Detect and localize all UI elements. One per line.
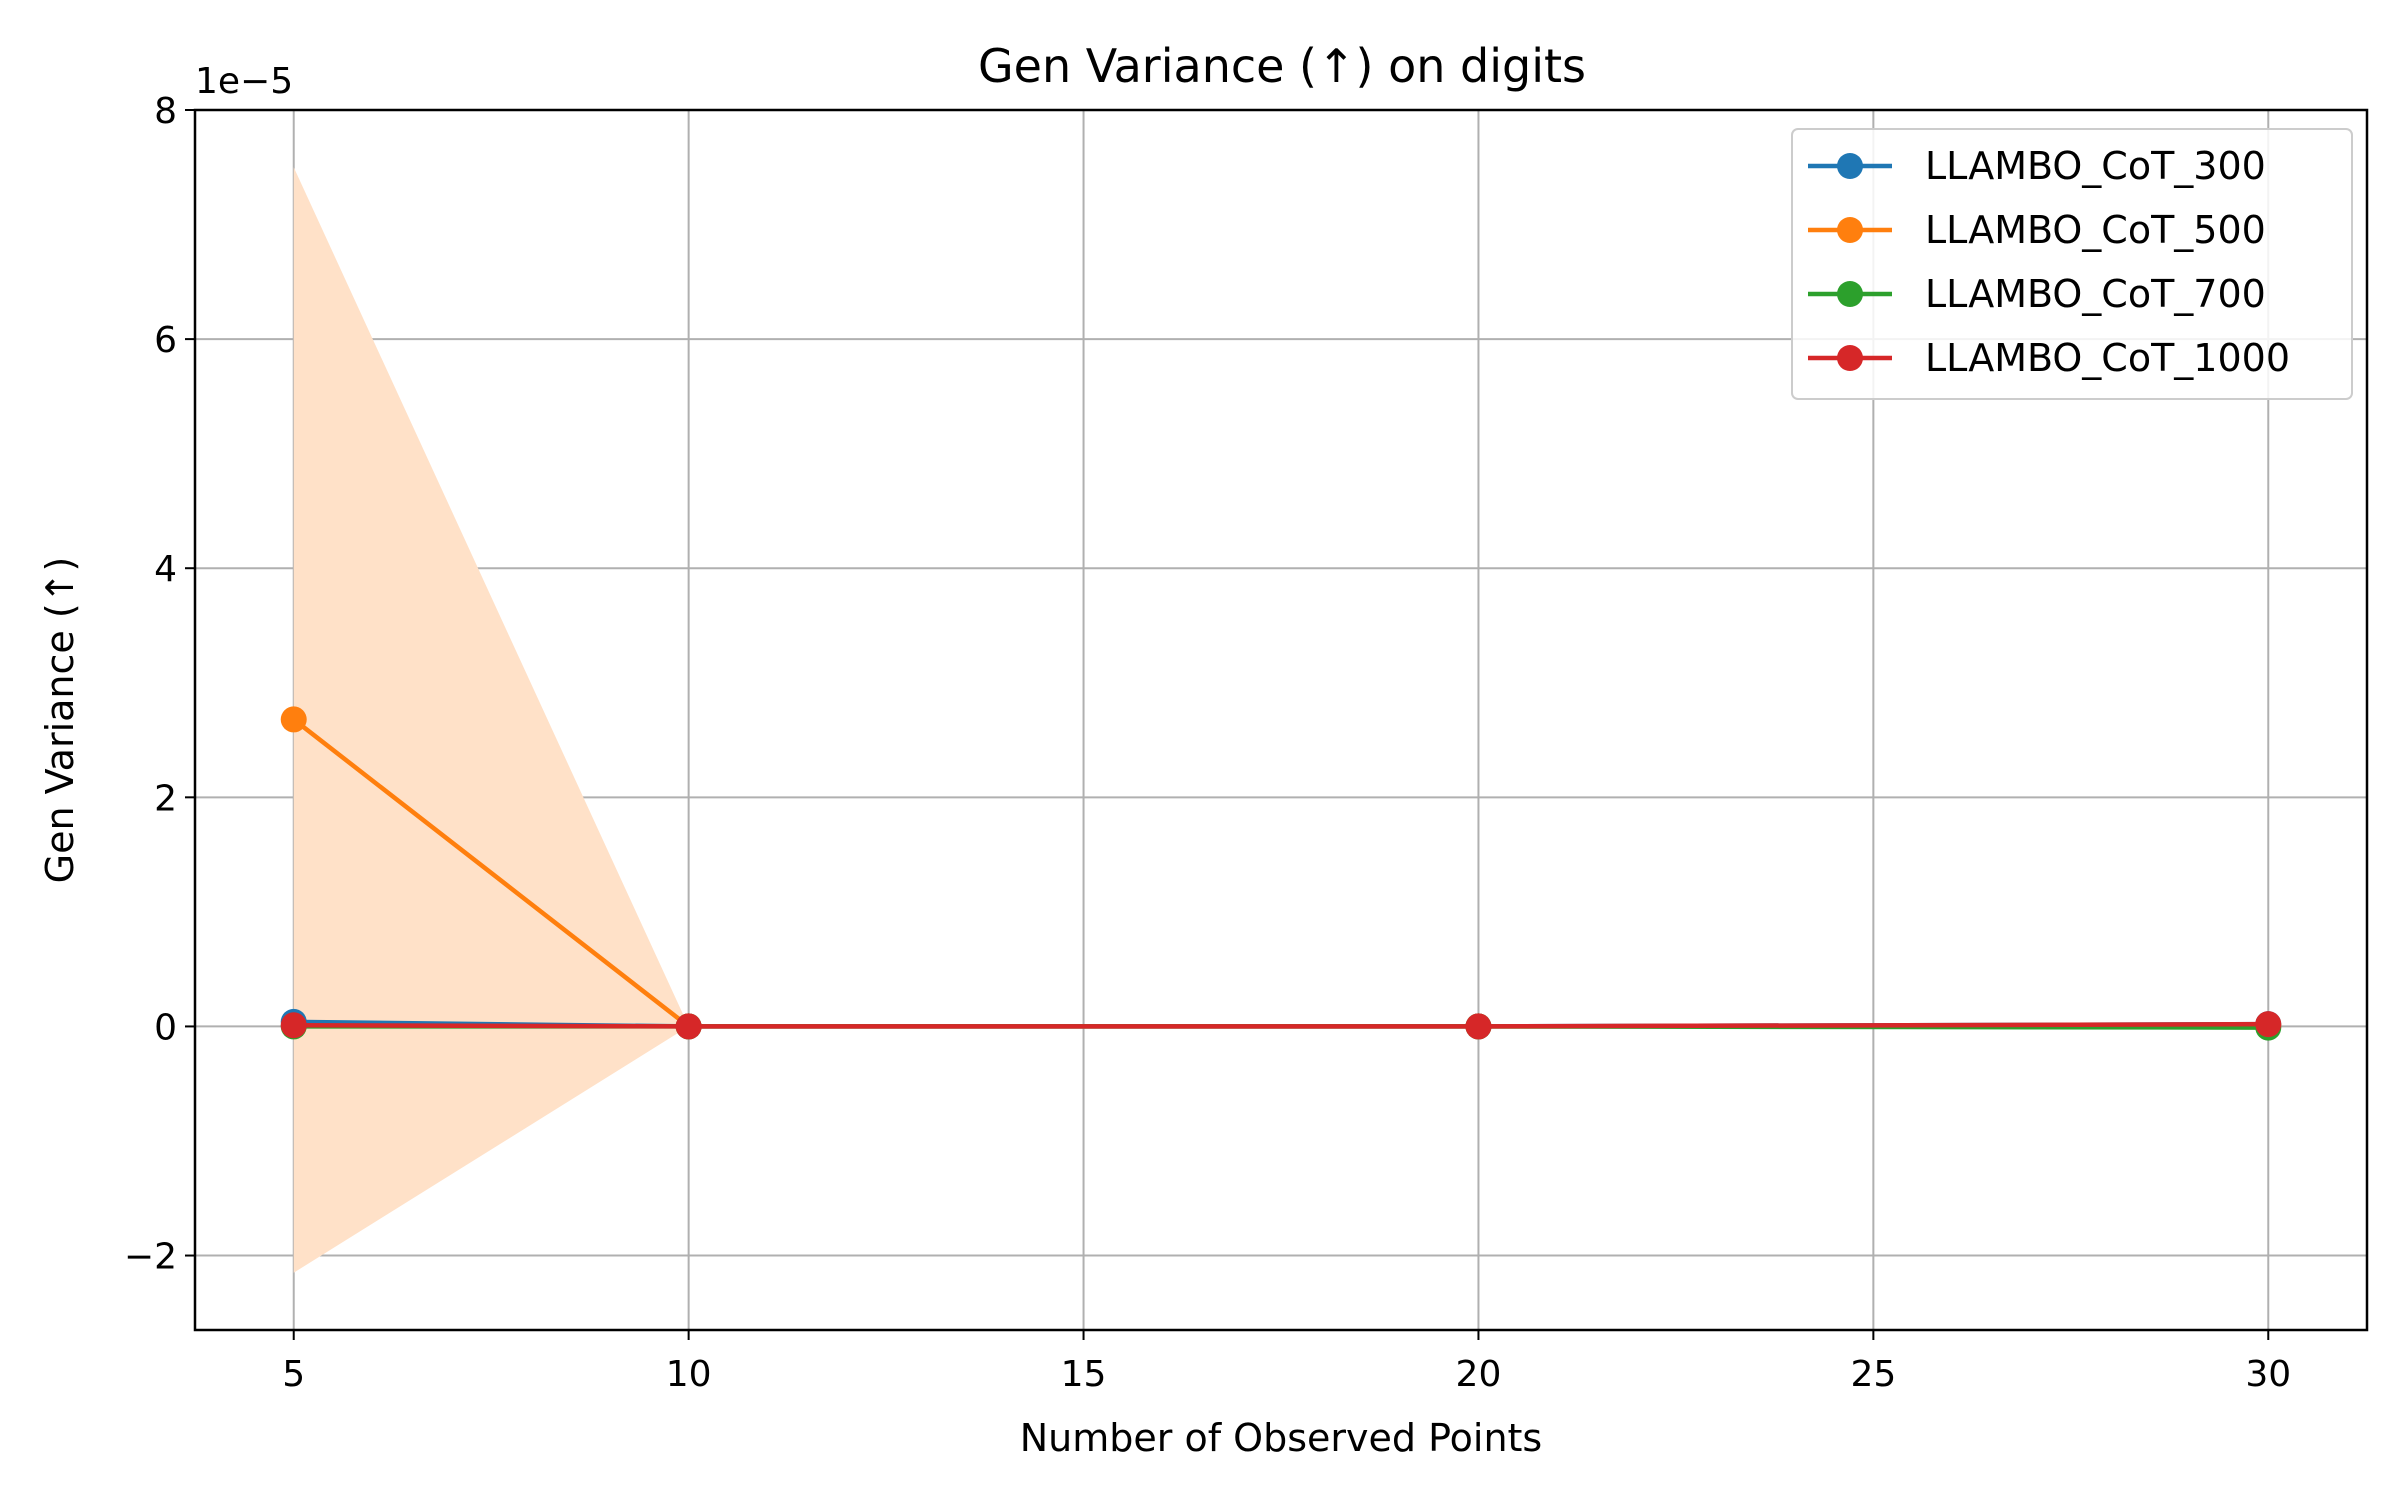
legend-label: LLAMBO_CoT_1000 — [1925, 336, 2290, 380]
x-tick-label: 10 — [666, 1354, 712, 1395]
x-tick-label: 5 — [282, 1354, 305, 1395]
legend-marker — [1837, 217, 1863, 243]
x-tick-label: 20 — [1456, 1354, 1502, 1395]
data-series — [280, 706, 2282, 1041]
x-tick-label: 25 — [1850, 1354, 1896, 1395]
legend-marker — [1837, 281, 1863, 307]
legend-item: LLAMBO_CoT_300 — [1808, 144, 2266, 188]
x-axis-label: Number of Observed Points — [1020, 1416, 1542, 1460]
series-line — [293, 1021, 2269, 1029]
legend-label: LLAMBO_CoT_700 — [1925, 272, 2266, 316]
chart-title: Gen Variance (↑) on digits — [978, 39, 1586, 93]
y-tick-label: −2 — [124, 1237, 177, 1278]
data-point — [1465, 1013, 1492, 1040]
x-tick-label: 15 — [1061, 1354, 1107, 1395]
legend-marker — [1837, 153, 1863, 179]
legend-label: LLAMBO_CoT_500 — [1925, 208, 2266, 252]
y-tick-label: 4 — [154, 549, 177, 590]
legend-box — [1791, 128, 2353, 400]
x-axis-ticks: 5 10 15 20 25 30 — [282, 1330, 2291, 1395]
series-llambo-cot-1000 — [280, 1011, 2282, 1040]
legend-item: LLAMBO_CoT_500 — [1808, 208, 2266, 252]
data-point — [675, 1013, 702, 1040]
data-point — [280, 1012, 307, 1039]
y-axis-label: Gen Variance (↑) — [38, 557, 82, 884]
x-tick-label: 30 — [2245, 1354, 2291, 1395]
legend: LLAMBO_CoT_300 LLAMBO_CoT_500 LLAMBO_CoT_7… — [1791, 128, 2353, 400]
y-tick-label: 8 — [154, 91, 177, 132]
y-tick-label: 6 — [154, 320, 177, 361]
data-point — [280, 706, 307, 733]
y-tick-label: 0 — [154, 1007, 177, 1048]
y-tick-label: 2 — [154, 778, 177, 819]
y-axis-offset-label: 1e−5 — [195, 61, 293, 102]
legend-item: LLAMBO_CoT_700 — [1808, 272, 2266, 316]
plot-frame — [193, 108, 2369, 1332]
legend-item: LLAMBO_CoT_1000 — [1808, 336, 2290, 380]
legend-marker — [1837, 345, 1863, 371]
legend-label: LLAMBO_CoT_300 — [1925, 144, 2266, 188]
data-point — [2255, 1011, 2282, 1038]
y-axis-ticks: −2 0 2 4 6 8 — [124, 91, 195, 1278]
